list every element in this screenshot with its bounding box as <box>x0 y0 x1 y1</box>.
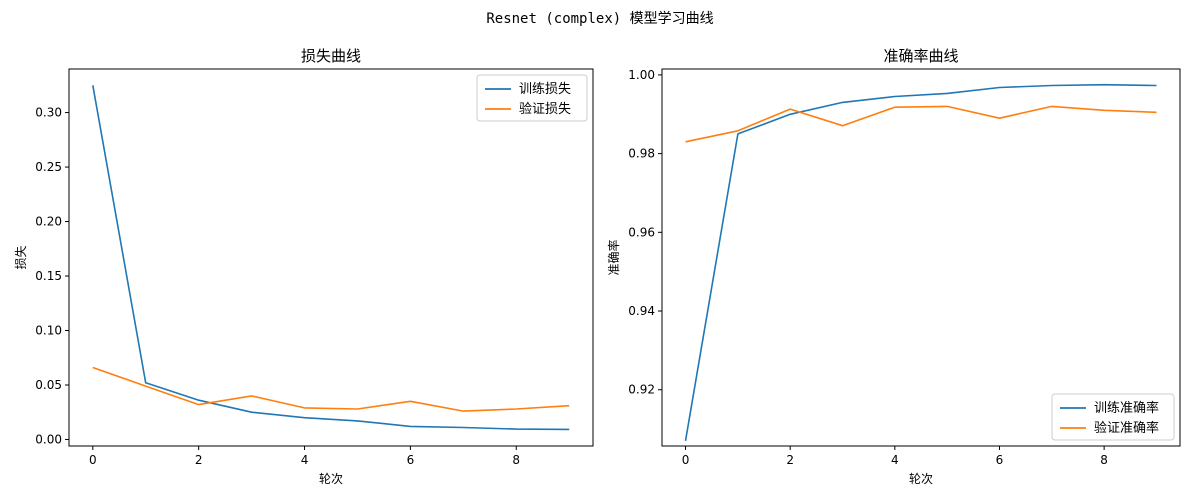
series-line-train <box>92 85 570 431</box>
legend-label: 验证损失 <box>519 101 571 117</box>
chart-title: 准确率曲线 <box>883 47 958 65</box>
x-tick-label: 6 <box>996 453 1004 467</box>
y-axis-label: 损失 <box>13 245 28 269</box>
y-tick-label: 0.05 <box>35 378 62 392</box>
y-tick-label: 0.30 <box>35 106 62 120</box>
y-tick-label: 0.15 <box>35 269 62 283</box>
y-tick-label: 0.10 <box>35 324 62 338</box>
x-axis-label: 轮次 <box>319 472 343 486</box>
legend-label: 训练损失 <box>519 82 571 97</box>
legend-label: 验证准确率 <box>1094 420 1159 436</box>
y-tick-label: 0.00 <box>35 432 62 446</box>
y-tick-label: 0.92 <box>628 383 655 397</box>
axes-frame <box>68 68 594 447</box>
axes-frame <box>661 68 1181 447</box>
series-line-val <box>685 105 1157 143</box>
x-axis-label: 轮次 <box>909 472 933 486</box>
figure-suptitle: Resnet (complex) 模型学习曲线 <box>486 11 714 27</box>
y-tick-label: 0.20 <box>35 215 62 229</box>
x-tick-label: 2 <box>195 453 203 467</box>
y-tick-label: 0.98 <box>628 147 655 161</box>
chart-panel-loss: 损失曲线 0 2 4 6 8 0.00 0.05 0.10 0.15 0.20 0.25 0.30 轮次 损… <box>13 47 594 486</box>
x-tick-label: 8 <box>512 453 520 467</box>
y-axis-label: 准确率 <box>606 239 621 275</box>
chart-title: 损失曲线 <box>301 47 361 65</box>
legend-label: 训练准确率 <box>1094 400 1159 416</box>
y-tick-label: 0.25 <box>35 160 62 174</box>
chart-panel-acc: 准确率曲线 0 2 4 6 8 0.92 0.94 0.96 0.98 1.00 轮次 准确率训练准确率… <box>606 47 1181 486</box>
y-tick-label: 0.96 <box>628 225 655 239</box>
y-tick-label: 1.00 <box>628 68 655 82</box>
x-tick-label: 8 <box>1100 453 1108 467</box>
x-tick-label: 6 <box>407 453 415 467</box>
y-tick-label: 0.94 <box>628 304 655 318</box>
x-tick-label: 4 <box>301 453 309 467</box>
x-tick-label: 0 <box>89 453 97 467</box>
x-tick-label: 0 <box>682 453 690 467</box>
series-line-val <box>92 366 570 412</box>
x-tick-label: 4 <box>891 453 899 467</box>
series-line-train <box>684 83 1157 442</box>
x-tick-label: 2 <box>786 453 794 467</box>
